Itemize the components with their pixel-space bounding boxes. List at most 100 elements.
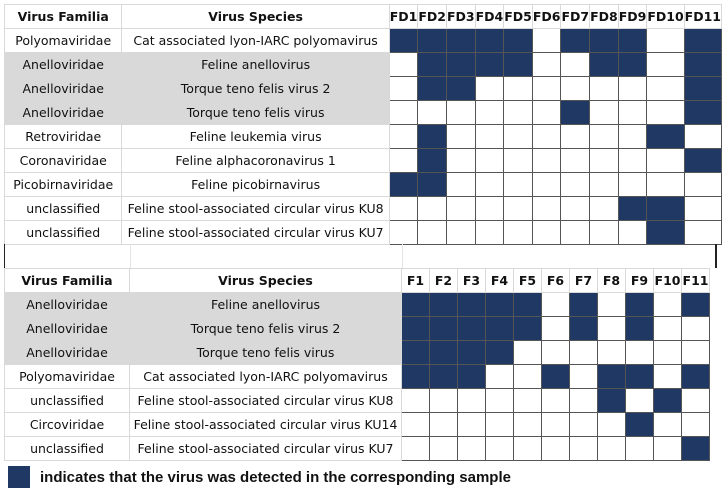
virus-species: Feline anellovirus: [129, 292, 402, 317]
not-detected-cell: [541, 292, 570, 317]
not-detected-cell: [589, 220, 619, 245]
not-detected-cell: [445, 196, 476, 221]
header-sample: FD6: [531, 4, 562, 29]
detected-cell: [401, 316, 430, 341]
detected-cell: [457, 292, 486, 317]
header-sample: F1: [401, 268, 430, 293]
not-detected-cell: [560, 196, 591, 221]
detected-cell: [445, 76, 476, 101]
virus-species: Feline anellovirus: [121, 52, 390, 77]
not-detected-cell: [646, 100, 685, 125]
detected-cell: [681, 364, 710, 389]
detected-swatch-icon: [8, 466, 30, 488]
detected-cell: [417, 28, 447, 53]
not-detected-cell: [401, 412, 430, 437]
not-detected-cell: [589, 148, 619, 173]
virus-family: Retroviridae: [3, 124, 123, 149]
virus-species: Feline stool-associated circular virus K…: [129, 388, 402, 413]
not-detected-cell: [681, 388, 710, 413]
not-detected-cell: [683, 196, 722, 221]
virus-species: Torque teno felis virus: [129, 340, 402, 365]
virus-species: Feline picobirnavirus: [121, 172, 390, 197]
not-detected-cell: [445, 148, 476, 173]
not-detected-cell: [417, 100, 447, 125]
not-detected-cell: [569, 364, 598, 389]
not-detected-cell: [560, 124, 591, 149]
not-detected-cell: [617, 100, 648, 125]
detected-cell: [541, 364, 570, 389]
virus-species: Feline stool-associated circular virus K…: [121, 196, 390, 221]
detected-cell: [569, 316, 598, 341]
not-detected-cell: [541, 316, 570, 341]
not-detected-cell: [531, 172, 562, 197]
table-row: Anelloviridae Torque teno felis virus 2: [4, 316, 710, 341]
not-detected-cell: [457, 436, 486, 461]
header-sample: F4: [485, 268, 514, 293]
header-family: Virus Familia: [4, 268, 130, 293]
virus-family: Anelloviridae: [4, 316, 130, 341]
virus-family: unclassified: [4, 436, 130, 461]
not-detected-cell: [503, 124, 533, 149]
not-detected-cell: [597, 340, 626, 365]
not-detected-cell: [474, 148, 505, 173]
not-detected-cell: [474, 196, 505, 221]
detected-cell: [445, 28, 476, 53]
virus-family: Anelloviridae: [3, 52, 123, 77]
not-detected-cell: [589, 172, 619, 197]
not-detected-cell: [503, 196, 533, 221]
not-detected-cell: [457, 412, 486, 437]
table-row: unclassified Feline stool-associated circ…: [3, 220, 722, 245]
not-detected-cell: [429, 436, 458, 461]
header-sample: FD2: [417, 4, 447, 29]
not-detected-cell: [531, 220, 562, 245]
not-detected-cell: [617, 76, 648, 101]
detected-cell: [683, 52, 722, 77]
not-detected-cell: [531, 196, 562, 221]
not-detected-cell: [569, 436, 598, 461]
not-detected-cell: [617, 124, 648, 149]
detected-cell: [401, 292, 430, 317]
header-row: Virus Familia Virus Species F1 F2 F3 F4 F5 F6 F7…: [4, 268, 710, 293]
header-sample: F10: [653, 268, 682, 293]
not-detected-cell: [617, 148, 648, 173]
header-sample: F5: [513, 268, 542, 293]
detected-cell: [683, 148, 722, 173]
not-detected-cell: [503, 76, 533, 101]
not-detected-cell: [503, 172, 533, 197]
virus-species: Torque teno felis virus 2: [121, 76, 390, 101]
detected-cell: [503, 52, 533, 77]
header-sample: F6: [541, 268, 570, 293]
detected-cell: [646, 196, 685, 221]
header-species: Virus Species: [121, 4, 390, 29]
detected-cell: [388, 28, 419, 53]
virus-species: Cat associated lyon-IARC polyomavirus: [129, 364, 402, 389]
not-detected-cell: [653, 436, 682, 461]
not-detected-cell: [388, 52, 419, 77]
table-row: Picobirnaviridae Feline picobirnavirus: [3, 172, 722, 197]
header-sample: F3: [457, 268, 486, 293]
detected-cell: [457, 316, 486, 341]
table-row: Anelloviridae Torque teno felis virus: [3, 100, 722, 125]
not-detected-cell: [503, 220, 533, 245]
not-detected-cell: [589, 196, 619, 221]
not-detected-cell: [653, 292, 682, 317]
not-detected-cell: [541, 340, 570, 365]
detected-cell: [429, 364, 458, 389]
not-detected-cell: [646, 28, 685, 53]
detected-cell: [681, 292, 710, 317]
detected-cell: [625, 316, 654, 341]
not-detected-cell: [474, 124, 505, 149]
header-sample: FD8: [589, 4, 619, 29]
not-detected-cell: [485, 436, 514, 461]
not-detected-cell: [541, 388, 570, 413]
virus-family: Coronaviridae: [3, 148, 123, 173]
not-detected-cell: [388, 124, 419, 149]
detected-cell: [429, 316, 458, 341]
detected-cell: [560, 28, 591, 53]
not-detected-cell: [560, 220, 591, 245]
header-row: Virus Familia Virus Species FD1 FD2 FD3 FD4 FD…: [3, 4, 722, 29]
table-row: unclassified Feline stool-associated circ…: [4, 436, 710, 461]
table-row: Polyomaviridae Cat associated lyon-IARC p…: [3, 28, 722, 53]
not-detected-cell: [485, 388, 514, 413]
header-sample: F9: [625, 268, 654, 293]
